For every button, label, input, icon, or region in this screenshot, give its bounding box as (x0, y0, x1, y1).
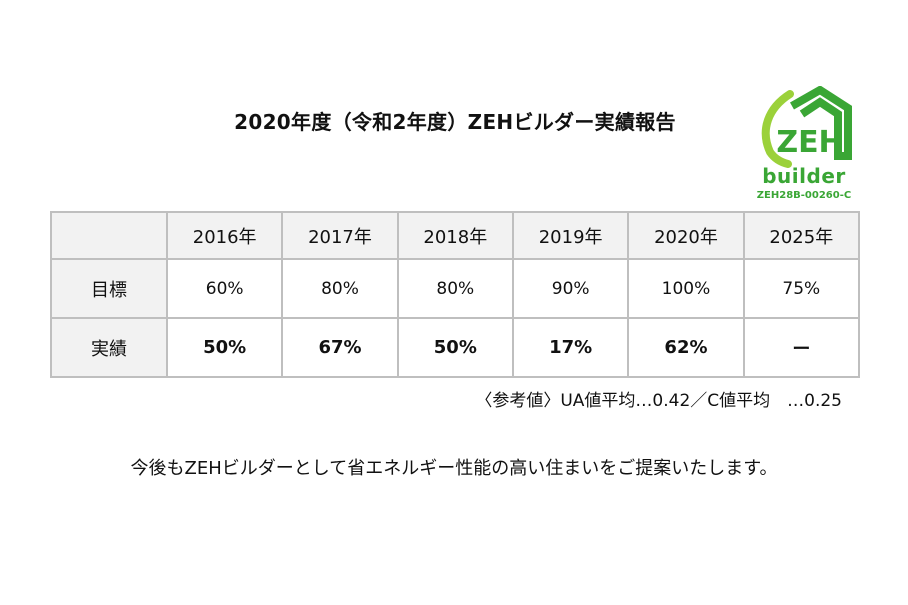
target-cell-2019: 90% (511, 258, 630, 319)
logo-registration-number: ZEH28B-00260-C (756, 190, 852, 201)
table-row-target: 目標 60% 80% 80% 90% 100% 75% (50, 258, 861, 319)
actual-cell-2020: 62% (627, 317, 745, 378)
table-corner-cell (50, 211, 168, 260)
logo-mark-text: ZEH (776, 125, 843, 160)
row-label-actual: 実績 (50, 317, 168, 378)
column-header-2016: 2016年 (165, 211, 284, 260)
closing-message: 今後もZEHビルダーとして省エネルギー性能の高い住まいをご提案いたします。 (130, 458, 778, 479)
zeh-results-table: 2016年 2017年 2018年 2019年 2020年 2025年 目標 6… (50, 211, 861, 378)
column-header-2020: 2020年 (627, 211, 745, 260)
row-label-target: 目標 (50, 258, 168, 319)
target-cell-2018: 80% (396, 258, 514, 319)
zeh-house-icon: ZEH (761, 86, 852, 168)
reference-values-note: 〈参考値〉UA値平均…0.42／C値平均 …0.25 (475, 391, 842, 411)
target-cell-2016: 60% (165, 258, 284, 319)
table-row-actual: 実績 50% 67% 50% 17% 62% ー (50, 317, 861, 378)
target-cell-2017: 80% (281, 258, 399, 319)
zeh-builder-logo: ZEH builder ZEH28B-00260-C (752, 86, 856, 206)
logo-builder-text: builder (762, 164, 846, 188)
actual-cell-2018: 50% (396, 317, 514, 378)
report-title: 2020年度（令和2年度）ZEHビルダー実績報告 (234, 110, 676, 134)
column-header-2019: 2019年 (511, 211, 630, 260)
actual-cell-2019: 17% (511, 317, 630, 378)
actual-cell-2025: ー (742, 317, 861, 378)
column-header-2018: 2018年 (396, 211, 514, 260)
column-header-2025: 2025年 (742, 211, 861, 260)
actual-cell-2017: 67% (281, 317, 399, 378)
table-header-row: 2016年 2017年 2018年 2019年 2020年 2025年 (50, 211, 861, 260)
column-header-2017: 2017年 (281, 211, 399, 260)
actual-cell-2016: 50% (165, 317, 284, 378)
target-cell-2025: 75% (742, 258, 861, 319)
target-cell-2020: 100% (627, 258, 745, 319)
